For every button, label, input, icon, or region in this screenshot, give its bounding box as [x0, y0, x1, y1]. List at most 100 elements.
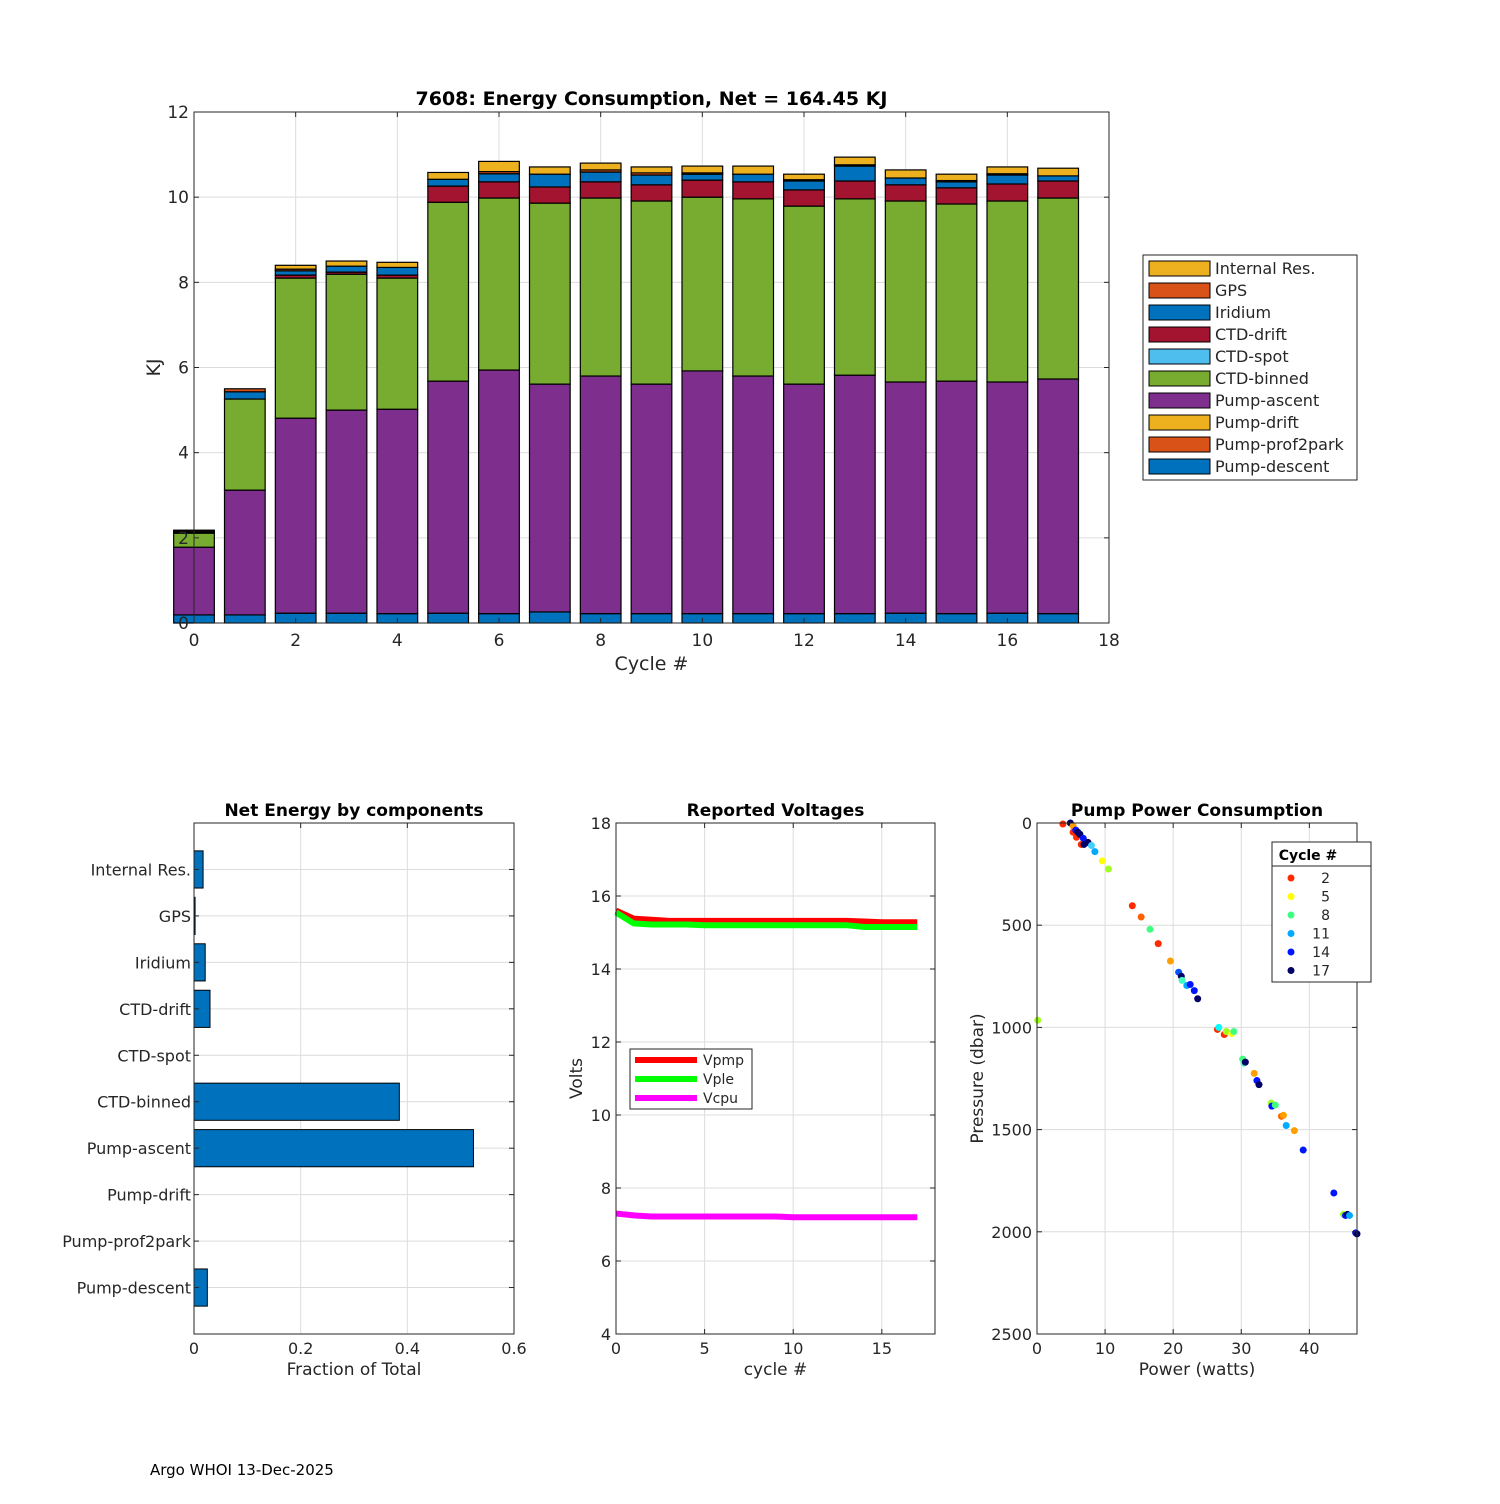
- bar: [193, 1082, 400, 1121]
- bar-segment: [732, 173, 775, 183]
- legend-marker: [1287, 911, 1295, 919]
- legend-swatch: [1148, 348, 1211, 365]
- bar-segment: [478, 369, 520, 615]
- tick-label-y: 10: [167, 188, 189, 208]
- y-axis-label: Pressure (dbar): [968, 1013, 988, 1143]
- components-axes-bg: [194, 823, 514, 1334]
- tick-label-x: 8: [595, 631, 606, 651]
- bar-segment: [1037, 197, 1080, 380]
- bar-segment: [427, 178, 470, 187]
- bar-segment: [427, 201, 470, 382]
- chart-title: 7608: Energy Consumption, Net = 164.45 K…: [416, 88, 888, 110]
- bar-segment: [528, 202, 571, 385]
- series-line-vpmp: [614, 907, 918, 926]
- bar-segment: [884, 381, 927, 614]
- bar-segment: [223, 614, 266, 624]
- legend-label: CTD-spot: [1215, 347, 1289, 366]
- tick-label-x: 4: [392, 631, 403, 651]
- bar-segment: [1037, 175, 1080, 182]
- bar-segment: [376, 261, 419, 269]
- bar-segment: [630, 613, 673, 624]
- tick-label-x: 40: [1299, 1339, 1319, 1358]
- scatter-point: [1128, 902, 1136, 910]
- bar-segment: [630, 184, 673, 202]
- legend-label: 5: [1321, 890, 1330, 906]
- bar-segment: [325, 273, 368, 411]
- bar-segment: [681, 165, 724, 174]
- tick-label-y: 16: [591, 887, 611, 906]
- tick-label-y: Internal Res.: [91, 860, 191, 879]
- scatter-point: [1178, 976, 1186, 984]
- x-axis-label: Cycle #: [615, 653, 689, 675]
- bar-segment: [478, 160, 520, 173]
- tick-label-y: 0: [1022, 814, 1032, 833]
- scatter-point: [1098, 857, 1106, 865]
- tick-label-y: Pump-descent: [77, 1279, 191, 1298]
- tick-label-x: 6: [494, 631, 505, 651]
- bar-segment: [732, 165, 775, 175]
- legend-label: Pump-descent: [1215, 457, 1329, 476]
- bar-segment: [935, 380, 978, 615]
- legend-label: GPS: [1215, 281, 1247, 300]
- tick-label-x: 5: [700, 1339, 710, 1358]
- bar-segment: [935, 203, 978, 382]
- scatter-point: [1154, 940, 1162, 948]
- legend-swatch: [1148, 436, 1211, 453]
- scatter-point: [1137, 913, 1145, 921]
- tick-label-y: 4: [178, 444, 189, 464]
- bar-segment: [528, 173, 571, 188]
- legend-label: Pump-ascent: [1215, 391, 1319, 410]
- tick-label-y: 1000: [991, 1018, 1032, 1037]
- bar: [193, 1129, 474, 1168]
- bar-segment: [935, 173, 978, 182]
- x-axis-label: Fraction of Total: [287, 1360, 422, 1380]
- bar-segment: [630, 174, 673, 186]
- legend-marker: [1287, 948, 1295, 956]
- tick-label-x: 10: [1095, 1339, 1115, 1358]
- legend-swatch: [1148, 260, 1211, 277]
- legend: Vpmp Vple Vcpu: [629, 1048, 753, 1110]
- bar-segment: [325, 265, 368, 273]
- scatter-point: [1279, 1111, 1287, 1119]
- bar-segment: [579, 197, 622, 377]
- tick-label-y: 1500: [991, 1121, 1032, 1140]
- bar-segment: [630, 166, 673, 174]
- bar-segment: [732, 375, 775, 615]
- scatter-point: [1290, 1127, 1298, 1135]
- legend-marker: [1287, 930, 1295, 937]
- bar-segment: [1037, 180, 1080, 199]
- tick-label-x: 18: [1098, 631, 1120, 651]
- scatter-point: [1087, 841, 1095, 849]
- tick-label-x: 0.4: [395, 1339, 420, 1358]
- bar-segment: [833, 374, 876, 615]
- bar-segment: [783, 383, 825, 615]
- bar-segment: [732, 198, 775, 377]
- bar-segment: [681, 196, 724, 372]
- tick-label-x: 16: [997, 631, 1019, 651]
- bar-segment: [528, 166, 571, 175]
- scatter-point: [1255, 1081, 1263, 1089]
- bar-segment: [274, 270, 317, 276]
- bar-segment: [376, 277, 419, 410]
- legend-swatch: [1148, 414, 1211, 431]
- tick-label-y: Pump-prof2park: [62, 1232, 192, 1251]
- scatter-point: [1222, 1027, 1230, 1035]
- bar-segment: [833, 198, 876, 376]
- scatter-point: [1215, 1023, 1223, 1031]
- bar-segment: [427, 185, 470, 203]
- energy-chart: 0 2 4 6 8 10 12 14 16 18 0 2 4 6 8 10 12 7608: Energy Con…: [143, 88, 1358, 675]
- legend-title: Cycle #: [1279, 848, 1338, 864]
- legend-label: Iridium: [1215, 303, 1271, 322]
- scatter-point: [1166, 957, 1174, 965]
- bar-segment: [935, 187, 978, 205]
- bar-segment: [986, 174, 1029, 185]
- legend-marker: [1287, 893, 1295, 900]
- scatter-point: [1091, 848, 1099, 856]
- tick-label-x: 0.6: [501, 1339, 526, 1358]
- bar-segment: [1037, 613, 1080, 624]
- legend-marker: [1287, 967, 1295, 974]
- chart-title: Pump Power Consumption: [1071, 801, 1323, 821]
- components-axes-border: [193, 822, 515, 1335]
- legend-label: Vpmp: [703, 1053, 744, 1069]
